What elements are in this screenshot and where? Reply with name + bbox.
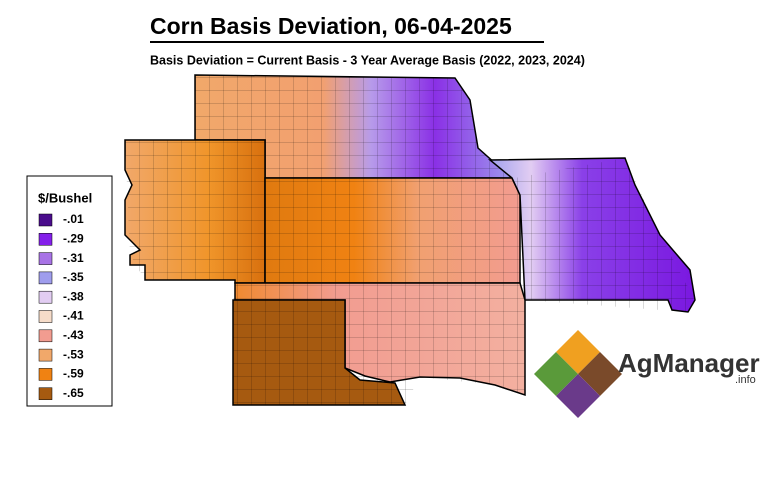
logo-name: AgManager xyxy=(618,348,760,378)
subtitle: Basis Deviation = Current Basis - 3 Year… xyxy=(150,53,585,67)
legend-swatch xyxy=(38,252,53,265)
legend-label: -.31 xyxy=(63,251,84,265)
logo-diamond xyxy=(556,374,600,418)
legend-swatch xyxy=(38,271,53,285)
legend-label: -.38 xyxy=(63,289,84,303)
legend-swatch xyxy=(38,290,53,304)
legend-title: $/Bushel xyxy=(38,190,92,205)
legend-swatch xyxy=(38,348,53,362)
legend-label: -.53 xyxy=(63,347,84,361)
legend-swatch xyxy=(38,213,53,227)
logo: AgManager .info xyxy=(534,330,760,418)
county-lines xyxy=(125,75,695,405)
legend-label: -.29 xyxy=(63,231,84,245)
legend: $/Bushel -.01 -.29 -.31 -.35 -.38 -.41 -.43 -.5… xyxy=(26,175,113,407)
legend-swatch xyxy=(38,310,53,323)
logo-suffix: .info xyxy=(735,374,756,386)
legend-label: -.59 xyxy=(63,367,84,381)
legend-swatch xyxy=(38,233,53,246)
legend-swatch xyxy=(38,387,53,400)
legend-label: -.01 xyxy=(63,212,84,226)
legend-label: -.65 xyxy=(63,386,84,400)
legend-swatch xyxy=(38,329,53,343)
legend-label: -.35 xyxy=(63,270,84,284)
title: Corn Basis Deviation, 06-04-2025 xyxy=(150,13,512,39)
states xyxy=(124,74,696,406)
legend-label: -.43 xyxy=(63,328,84,342)
legend-swatch xyxy=(38,368,53,381)
legend-label: -.41 xyxy=(63,309,84,323)
